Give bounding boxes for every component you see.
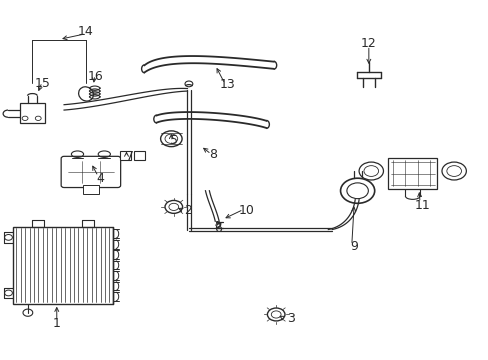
Text: 4: 4 — [97, 172, 104, 185]
Bar — [120, 151, 131, 160]
Text: 13: 13 — [219, 78, 235, 91]
Text: 3: 3 — [286, 311, 294, 325]
Text: 15: 15 — [34, 77, 50, 90]
Text: 16: 16 — [88, 69, 103, 82]
Text: 5: 5 — [169, 134, 178, 147]
Bar — [20, 103, 44, 123]
Text: 1: 1 — [53, 317, 61, 330]
Bar — [82, 185, 99, 194]
Text: 8: 8 — [208, 148, 216, 161]
Bar — [13, 226, 113, 304]
Text: 12: 12 — [360, 37, 376, 50]
Text: 9: 9 — [349, 240, 357, 253]
Text: 10: 10 — [239, 204, 254, 217]
FancyBboxPatch shape — [61, 156, 121, 188]
Text: 6: 6 — [213, 222, 221, 235]
Text: 11: 11 — [414, 199, 429, 212]
Text: 7: 7 — [125, 150, 134, 163]
Bar — [134, 151, 144, 160]
Text: 14: 14 — [78, 25, 94, 38]
Bar — [387, 158, 436, 189]
Text: 2: 2 — [184, 204, 192, 217]
